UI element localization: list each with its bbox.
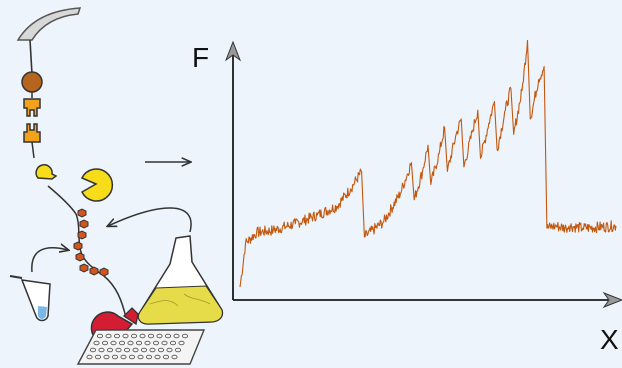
pipette-tube-icon <box>9 275 51 322</box>
plate-well <box>147 333 155 339</box>
binding-module-icon <box>35 164 58 180</box>
yellow-pacman-icon <box>80 168 114 202</box>
plate-well <box>122 333 129 339</box>
flask-icon <box>137 235 224 325</box>
plate-well <box>94 354 102 360</box>
plate-well <box>144 340 151 346</box>
plate-well <box>166 347 173 353</box>
plate-well <box>137 354 144 360</box>
plate-well <box>162 354 170 360</box>
plate-well <box>89 347 97 353</box>
plate-well <box>164 333 172 339</box>
linker-bead-2 <box>79 219 89 229</box>
plate-well <box>171 354 178 360</box>
red-clamp-icon <box>122 307 139 326</box>
handle-domain-1-icon <box>23 98 41 117</box>
plate-well <box>86 354 93 360</box>
plate-well <box>106 347 114 353</box>
plate-well <box>157 347 165 353</box>
plate-well <box>152 340 160 346</box>
plate-well <box>101 340 109 346</box>
plate-well <box>140 347 148 353</box>
y-axis-label: F <box>192 42 210 73</box>
tube-to-linker-arrow <box>31 248 68 273</box>
handle-domain-2-icon <box>23 123 41 143</box>
plate-well <box>93 340 100 346</box>
plate-well <box>120 354 127 360</box>
plate-well <box>115 347 122 353</box>
plate-well <box>181 333 189 339</box>
plate-well <box>127 340 134 346</box>
linker-beads <box>73 208 109 277</box>
linker-bead-4 <box>73 241 83 251</box>
plate-well <box>169 340 177 346</box>
linker-bead-7 <box>89 266 99 276</box>
plate-well <box>178 340 185 346</box>
y-axis-arrowhead <box>224 40 242 62</box>
plate-well <box>154 354 161 360</box>
linker-bead-1 <box>77 208 87 218</box>
plate-well <box>98 347 105 353</box>
linker-bead-3 <box>77 230 87 240</box>
plate-well <box>161 340 168 346</box>
x-axis-label: X <box>600 324 619 355</box>
plate-well <box>149 347 156 353</box>
plate-well <box>111 354 119 360</box>
plate-well <box>173 333 180 339</box>
force-trace-line <box>239 39 617 288</box>
plate-well <box>130 333 138 339</box>
plate-well <box>156 333 163 339</box>
plate-well <box>105 333 112 339</box>
plate-well <box>118 340 126 346</box>
plate-well <box>135 340 143 346</box>
plate-well <box>96 333 104 339</box>
plate-well <box>132 347 139 353</box>
plate-well <box>145 354 153 360</box>
plate-well <box>113 333 121 339</box>
flask-to-linker-arrow <box>108 207 192 233</box>
plate-well <box>174 347 182 353</box>
linker-bead-5 <box>75 252 85 262</box>
plate-well <box>123 347 131 353</box>
cantilever-icon <box>16 7 82 41</box>
linker-strand <box>47 185 127 319</box>
x-axis-arrowhead <box>602 291 622 309</box>
anchor-bead-icon <box>21 71 43 93</box>
plate-well <box>103 354 110 360</box>
microplate-icon <box>76 329 206 365</box>
plate-well <box>110 340 117 346</box>
tether-line <box>29 39 33 75</box>
plate-well <box>139 333 146 339</box>
linker-bead-8 <box>99 267 109 277</box>
linker-bead-6 <box>79 263 89 273</box>
plate-well <box>128 354 136 360</box>
